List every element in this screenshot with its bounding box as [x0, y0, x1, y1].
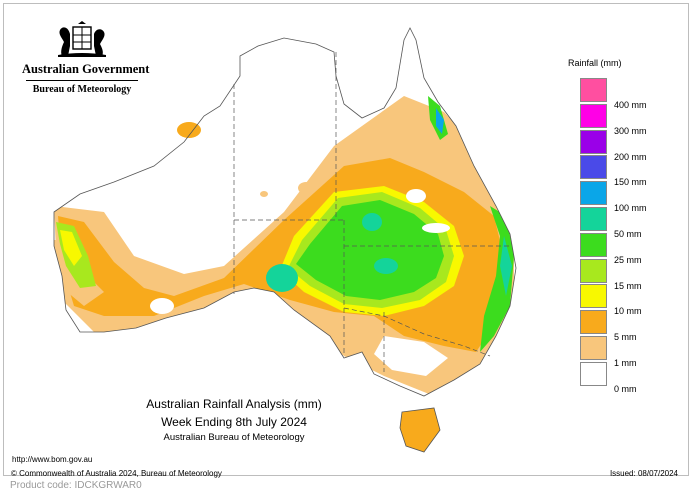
- legend-label: 50 mm: [614, 229, 642, 239]
- product-code: Product code: IDCKGRWAR0: [10, 480, 142, 491]
- legend-title: Rainfall (mm): [568, 58, 622, 68]
- legend-label: 200 mm: [614, 151, 647, 162]
- rainfall-map: [53, 27, 517, 453]
- map-frame: Australian Government Bureau of Meteorol…: [3, 3, 689, 478]
- legend-label: 300 mm: [614, 125, 647, 136]
- legend-swatch: [580, 103, 607, 128]
- legend-label: 1 mm: [614, 358, 637, 368]
- coat-of-arms-icon: [58, 21, 106, 57]
- government-name: Australian Government: [22, 62, 150, 76]
- legend-label: 100 mm: [614, 203, 647, 214]
- bom-url-link[interactable]: http://www.bom.gov.au: [12, 455, 93, 464]
- legend-swatch: [580, 258, 607, 283]
- issued-date: Issued: 08/07/2024: [609, 469, 678, 478]
- map-period: Week Ending 8th July 2024: [161, 415, 307, 429]
- legend-swatch: [580, 207, 607, 231]
- legend-label: 0 mm: [614, 383, 637, 394]
- legend-label: 10 mm: [614, 306, 642, 317]
- legend-swatch: [580, 129, 607, 154]
- bureau-name: Bureau of Meteorology: [32, 84, 132, 95]
- legend-swatch: [580, 78, 607, 102]
- legend-swatch: [580, 284, 607, 309]
- legend-label: 400 mm: [614, 100, 647, 110]
- copyright-notice: © Commonwealth of Australia 2024, Bureau…: [11, 469, 222, 478]
- map-source: Australian Bureau of Meteorology: [163, 432, 305, 443]
- legend-label: 15 mm: [614, 280, 642, 291]
- legend-label: 25 mm: [614, 254, 642, 265]
- legend-label: 150 mm: [614, 177, 647, 188]
- legend-swatch: [580, 336, 607, 360]
- legend-swatch: [580, 232, 607, 257]
- legend-swatch: [580, 181, 607, 206]
- government-logo: Australian Government Bureau of Meteorol…: [22, 20, 150, 95]
- legend-swatch: [580, 361, 607, 386]
- map-title: Australian Rainfall Analysis (mm): [146, 397, 322, 411]
- legend-swatch: [580, 310, 607, 335]
- legend-label: 5 mm: [614, 332, 637, 343]
- logo-divider: [26, 80, 138, 81]
- legend-swatch: [580, 155, 607, 180]
